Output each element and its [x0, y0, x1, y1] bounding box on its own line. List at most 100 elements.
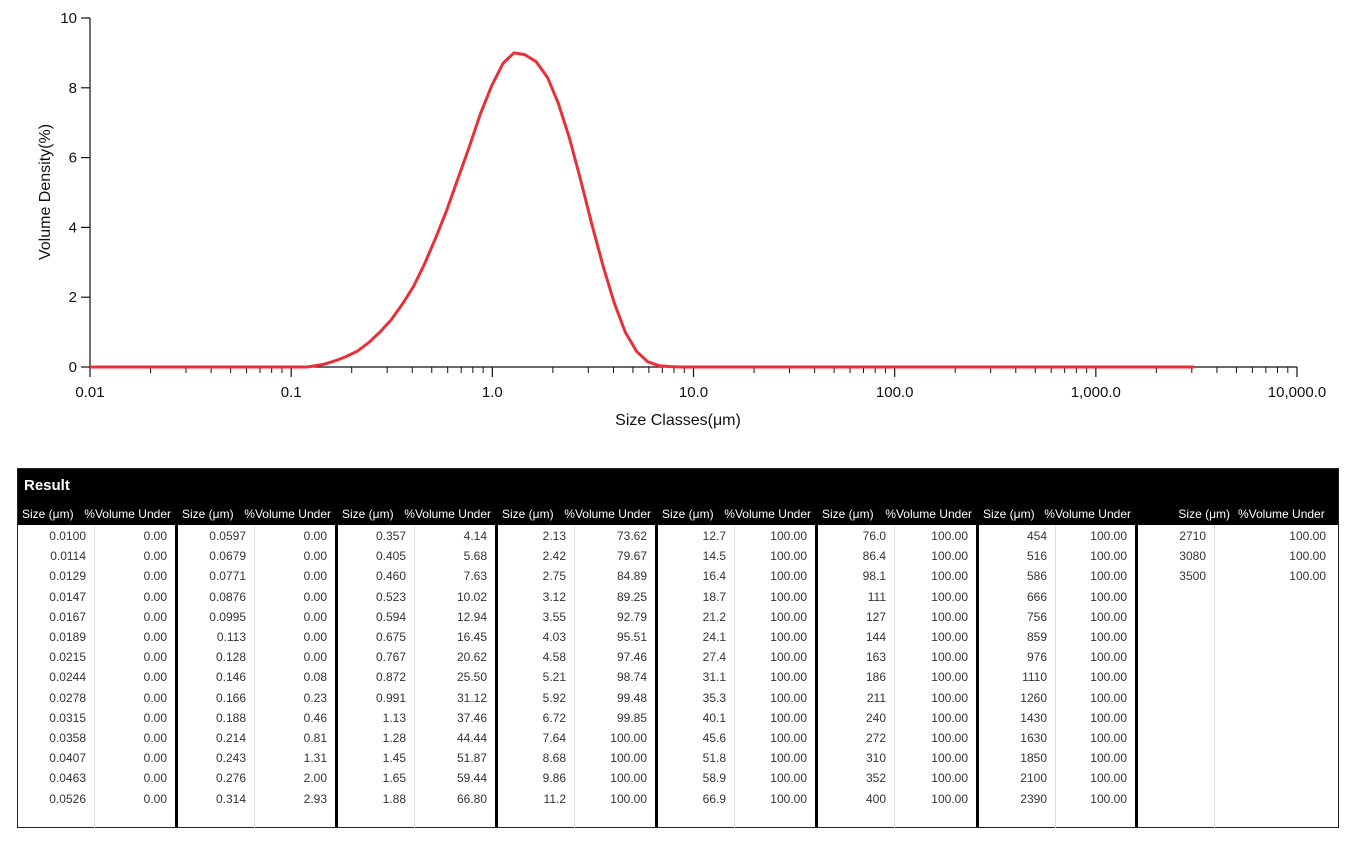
volume-under-cell: 100.00: [931, 730, 968, 745]
volume-under-cell: 0.00: [143, 549, 167, 564]
volume-under-cell: 12.94: [456, 609, 487, 624]
volume-under-cell: 97.46: [616, 650, 647, 665]
volume-under-cell: 100.00: [931, 690, 968, 705]
size-cell: 98.1: [862, 569, 886, 584]
x-tick-label: 100.0: [876, 384, 914, 401]
volume-under-cell: 0.00: [143, 569, 167, 584]
column-divider: [414, 525, 415, 828]
table-row: 11.2 100.00: [498, 788, 655, 808]
volume-under-cell: 0.00: [143, 751, 167, 766]
volume-under-cell: 92.79: [616, 609, 647, 624]
size-cell: 0.0167: [49, 609, 86, 624]
volume-under-cell: 0.00: [143, 589, 167, 604]
volume-under-cell: 0.00: [143, 771, 167, 786]
table-row: 0.594 12.94: [338, 607, 495, 627]
volume-under-cell: 2.00: [303, 771, 327, 786]
volume-under-cell: 0.00: [143, 690, 167, 705]
volume-under-cell: 100.00: [770, 791, 807, 806]
table-row: 0.0463 0.00: [18, 768, 175, 788]
table-row: 310 100.00: [818, 748, 976, 768]
table-row: 3.55 92.79: [498, 607, 655, 627]
volume-under-cell: 100.00: [770, 710, 807, 725]
table-row: 127 100.00: [818, 607, 976, 627]
volume-under-cell: 0.08: [303, 670, 327, 685]
volume-density-chart: 0.01 0.1 1.0 10.0 100.0 1,000.0 10,000.0 0 2 4 6 8 1…: [37, 10, 1326, 429]
table-row: 586 100.00: [979, 566, 1135, 586]
size-cell: 86.4: [862, 549, 886, 564]
y-tick-label: 4: [69, 219, 77, 236]
volume-under-cell: 100.00: [1289, 569, 1326, 584]
size-header: Size (μm): [822, 507, 874, 521]
result-column-header: Size (μm) %Volume Under: [818, 503, 976, 525]
table-row: 144 100.00: [818, 627, 976, 647]
table-row: 516 100.00: [979, 546, 1135, 566]
volume-under-cell: 100.00: [1289, 529, 1326, 544]
size-cell: 186: [865, 670, 886, 685]
size-cell: 0.0995: [209, 609, 246, 624]
volume-under-header: %Volume Under: [1238, 507, 1325, 521]
series-line: [90, 51, 1195, 369]
volume-under-header: %Volume Under: [1044, 507, 1131, 521]
volume-under-cell: 100.00: [1289, 549, 1326, 564]
size-cell: 0.243: [215, 751, 246, 766]
table-row: 1110 100.00: [979, 667, 1135, 687]
table-row: 12.7 100.00: [658, 526, 815, 546]
table-row: 21.2 100.00: [658, 607, 815, 627]
size-cell: 0.675: [375, 630, 406, 645]
size-cell: 45.6: [702, 730, 726, 745]
table-row: 1.28 44.44: [338, 728, 495, 748]
size-cell: 0.214: [215, 730, 246, 745]
size-header: Size (μm): [342, 507, 394, 521]
size-cell: 31.1: [702, 670, 726, 685]
table-row: 0.0114 0.00: [18, 546, 175, 566]
table-row: 0.0215 0.00: [18, 647, 175, 667]
table-row: 5.92 99.48: [498, 688, 655, 708]
table-row: 2390 100.00: [979, 788, 1135, 808]
size-cell: 0.523: [375, 589, 406, 604]
table-row: 0.523 10.02: [338, 587, 495, 607]
volume-under-cell: 100.00: [1090, 690, 1127, 705]
volume-under-cell: 5.68: [463, 549, 487, 564]
volume-under-cell: 100.00: [770, 771, 807, 786]
size-cell: 0.0278: [49, 690, 86, 705]
volume-under-cell: 4.14: [463, 529, 487, 544]
volume-under-cell: 95.51: [616, 630, 647, 645]
size-cell: 4.03: [542, 630, 566, 645]
result-column-group: Size (μm) %Volume Under 12.7 100.00 14.5 100.…: [658, 503, 818, 828]
column-divider: [1055, 525, 1056, 828]
result-column-group: Size (μm) %Volume Under 454 100.00 516 100.00…: [979, 503, 1138, 828]
volume-under-cell: 100.00: [931, 569, 968, 584]
volume-under-cell: 0.00: [143, 630, 167, 645]
size-cell: 9.86: [542, 771, 566, 786]
volume-under-cell: 0.00: [303, 630, 327, 645]
volume-under-cell: 0.00: [303, 609, 327, 624]
volume-under-cell: 100.00: [931, 549, 968, 564]
size-cell: 0.0876: [209, 589, 246, 604]
size-cell: 0.0215: [49, 650, 86, 665]
size-cell: 454: [1026, 529, 1047, 544]
table-row: 0.0100 0.00: [18, 526, 175, 546]
table-row: 98.1 100.00: [818, 566, 976, 586]
column-divider: [734, 525, 735, 828]
table-row: 186 100.00: [818, 667, 976, 687]
table-row: 7.64 100.00: [498, 728, 655, 748]
size-cell: 24.1: [702, 630, 726, 645]
size-cell: 516: [1026, 549, 1047, 564]
table-row: 0.0526 0.00: [18, 788, 175, 808]
result-column-group: Size (μm) %Volume Under 0.0597 0.00 0.0679 0.…: [178, 503, 338, 828]
size-cell: 272: [865, 730, 886, 745]
volume-under-cell: 100.00: [770, 670, 807, 685]
size-header: Size (μm): [502, 507, 554, 521]
table-row: 666 100.00: [979, 587, 1135, 607]
table-row: 0.675 16.45: [338, 627, 495, 647]
volume-under-cell: 100.00: [1090, 630, 1127, 645]
size-cell: 0.0114: [50, 549, 86, 564]
volume-under-cell: 100.00: [1090, 710, 1127, 725]
size-cell: 1850: [1020, 751, 1047, 766]
y-tick-label: 6: [69, 150, 77, 167]
volume-under-cell: 100.00: [1090, 791, 1127, 806]
table-row: 976 100.00: [979, 647, 1135, 667]
table-row: 0.0679 0.00: [178, 546, 335, 566]
size-cell: 1430: [1020, 710, 1047, 725]
size-cell: 8.68: [542, 751, 566, 766]
